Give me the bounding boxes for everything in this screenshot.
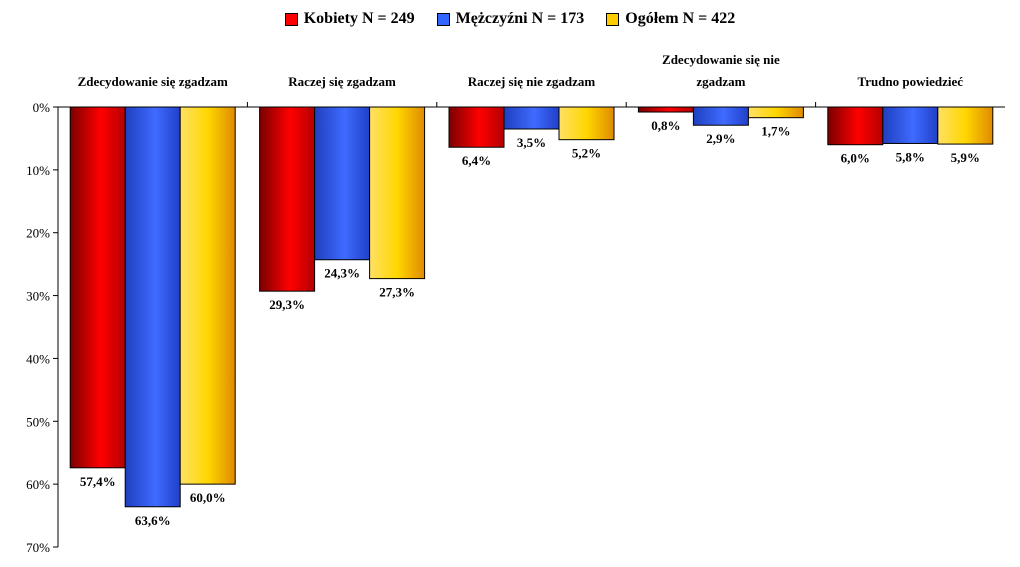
data-label: 6,4% [462, 153, 491, 168]
bar [369, 106, 426, 280]
data-label: 29,3% [269, 297, 305, 312]
legend-label-ogolem: Ogółem N = 422 [625, 10, 736, 27]
y-tick-label: 20% [26, 226, 50, 241]
legend-swatch-ogolem [606, 12, 620, 26]
bar [692, 106, 749, 126]
legend: Kobiety N = 249 Mężczyźni N = 173 Ogółem… [0, 10, 1020, 28]
legend-item-mezczyzni: Mężczyźni N = 173 [436, 10, 585, 28]
data-label: 5,8% [896, 149, 925, 164]
bar [69, 106, 126, 469]
bar [637, 106, 694, 113]
data-label: 1,7% [761, 124, 790, 139]
bar [314, 106, 371, 261]
y-tick-label: 70% [26, 540, 50, 555]
data-label: 24,3% [324, 266, 360, 281]
data-label: 6,0% [841, 151, 870, 166]
bar [259, 106, 316, 292]
legend-swatch-kobiety [284, 12, 298, 26]
bar [747, 106, 804, 119]
legend-item-ogolem: Ogółem N = 422 [606, 10, 735, 28]
legend-label-kobiety: Kobiety N = 249 [303, 10, 415, 27]
bar [882, 106, 939, 144]
data-label: 5,2% [572, 146, 601, 161]
data-label: 57,4% [80, 474, 116, 489]
legend-item-kobiety: Kobiety N = 249 [284, 10, 415, 28]
bar [124, 106, 181, 508]
bar [503, 106, 560, 130]
category-label: Zdecydowanie się zgadzam [78, 74, 228, 89]
data-label: 5,9% [951, 150, 980, 165]
bar [179, 106, 236, 485]
bar [448, 106, 505, 148]
y-tick-label: 60% [26, 477, 50, 492]
y-tick-label: 40% [26, 351, 50, 366]
data-label: 63,6% [135, 513, 171, 528]
data-label: 3,5% [517, 135, 546, 150]
y-tick-label: 50% [26, 414, 50, 429]
data-label: 2,9% [706, 131, 735, 146]
legend-label-mezczyzni: Mężczyźni N = 173 [455, 10, 585, 27]
data-label: 27,3% [379, 285, 415, 300]
category-label: Raczej się zgadzam [288, 74, 396, 89]
bar [827, 106, 884, 146]
category-label: Trudno powiedzieć [858, 74, 964, 89]
bar [558, 106, 615, 141]
y-tick-label: 30% [26, 289, 50, 304]
data-label: 60,0% [190, 490, 226, 505]
bar [937, 106, 994, 145]
category-label: Zdecydowanie się nie zgadzam [662, 52, 780, 89]
data-label: 0,8% [651, 118, 680, 133]
legend-swatch-mezczyzni [436, 12, 450, 26]
y-tick-label: 0% [33, 100, 51, 115]
y-tick-label: 10% [26, 163, 50, 178]
category-label: Raczej się nie zgadzam [468, 74, 596, 89]
